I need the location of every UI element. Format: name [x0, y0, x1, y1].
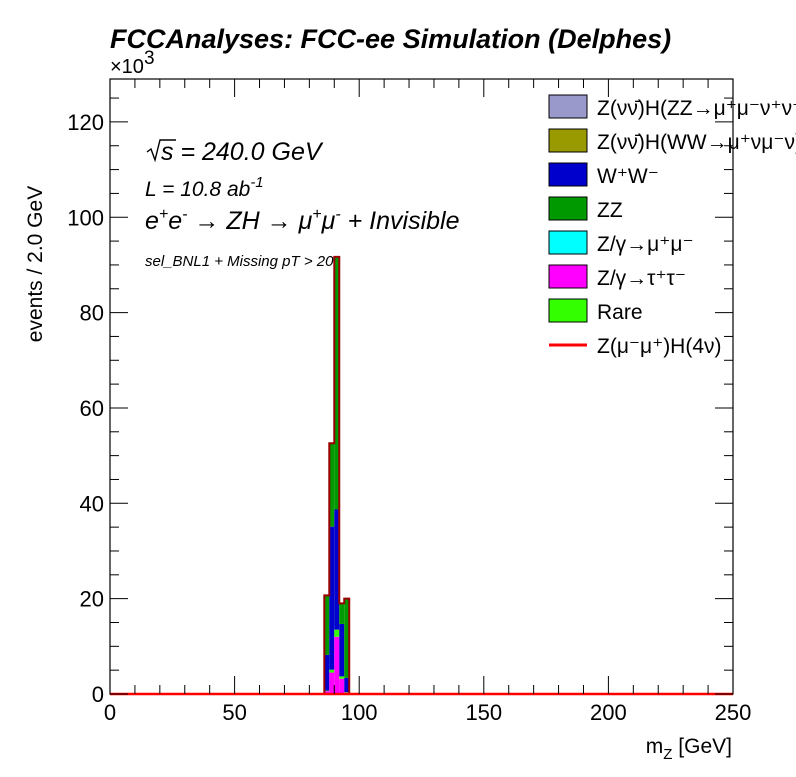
bar-segment-1-1	[329, 670, 334, 673]
y-exponent-power: 3	[144, 48, 155, 69]
y-tick-label: 120	[67, 110, 104, 135]
x-tick-label: 200	[590, 700, 627, 725]
legend-label-4: Z/γ→μ⁺μ⁻	[597, 233, 694, 256]
x-tick-label: 100	[341, 700, 378, 725]
x-tick-labels: 0 50 100 150 200 250	[104, 700, 751, 725]
x-tick-label: 50	[222, 700, 246, 725]
histogram-bars	[324, 257, 349, 694]
bar-segment-1-3	[339, 676, 344, 678]
legend: Z(νν̄)H(ZZ→μ⁺μ⁻ν⁺ν⁻) Z(νν̄)H(WW→μ⁺νμ⁻ν) W⁺…	[549, 95, 796, 358]
legend-label-0: Z(νν̄)H(ZZ→μ⁺μ⁻ν⁺ν⁻)	[597, 97, 796, 120]
y-tick-label: 20	[80, 587, 104, 612]
x-tick-label: 150	[465, 700, 502, 725]
legend-swatch-3	[549, 197, 587, 220]
y-exponent-base: ×10	[110, 56, 144, 78]
luminosity-annotation: L = 10.8 ab-1	[145, 174, 264, 201]
legend-label-7: Z(μ⁻μ⁺)H(4ν)	[597, 335, 722, 358]
y-tick-label: 100	[67, 205, 104, 230]
y-tick-label: 0	[92, 682, 104, 707]
y-tick-label: 60	[80, 396, 104, 421]
sqrt-s-text: s = 240.0 GeV	[161, 138, 324, 166]
legend-swatch-4	[549, 231, 587, 254]
x-tick-label: 250	[715, 700, 752, 725]
process-annotation: e+e- → ZH → μ+μ- + Invisible	[145, 206, 459, 235]
chart-title: FCCAnalyses: FCC-ee Simulation (Delphes)	[110, 24, 671, 54]
sqrt-s-annotation: s = 240.0 GeV	[147, 138, 324, 166]
y-tick-label: 80	[80, 301, 104, 326]
legend-label-5: Z/γ→τ⁺τ⁻	[597, 267, 686, 290]
bar-segment-3-3	[339, 603, 344, 624]
y-tick-labels: 0 20 40 60 80 100 120	[67, 110, 104, 707]
legend-label-3: ZZ	[597, 199, 623, 222]
selection-annotation: sel_BNL1 + Missing pT > 20	[145, 253, 334, 270]
x-tick-label: 0	[104, 700, 116, 725]
legend-swatch-6	[549, 299, 587, 322]
legend-label-1: Z(νν̄)H(WW→μ⁺νμ⁻ν)	[597, 131, 796, 154]
legend-label-2: W⁺W⁻	[597, 165, 659, 188]
bar-segment-2-3	[339, 624, 344, 676]
legend-label-6: Rare	[597, 301, 643, 324]
bar-segment-1-2	[334, 630, 339, 637]
bar-segment-0-2	[334, 637, 339, 694]
legend-swatch-5	[549, 265, 587, 288]
legend-swatch-1	[549, 129, 587, 152]
legend-swatch-0	[549, 95, 587, 118]
y-tick-label: 40	[80, 491, 104, 516]
y-axis-title: events / 2.0 GeV	[24, 186, 47, 342]
legend-swatch-2	[549, 163, 587, 186]
bar-segment-0-1	[329, 673, 334, 694]
bar-segment-0-3	[339, 679, 344, 694]
x-axis-title: mZ [GeV]	[646, 735, 732, 763]
